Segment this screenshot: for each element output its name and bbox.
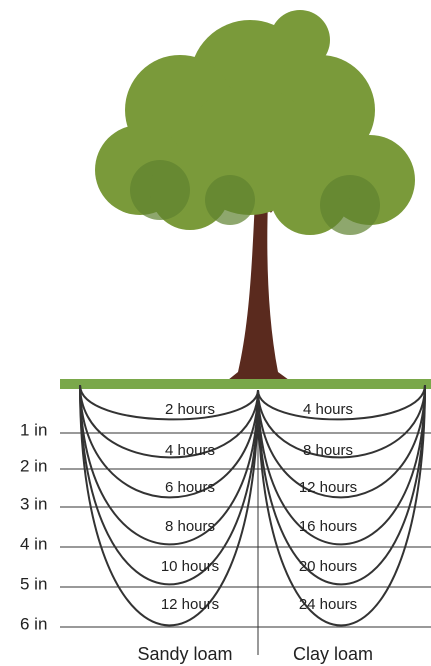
time-label: 12 hours — [299, 479, 357, 496]
soil-name: Clay loam — [293, 644, 373, 664]
time-label: 6 hours — [165, 479, 215, 496]
time-label: 20 hours — [299, 558, 357, 575]
time-label: 2 hours — [165, 401, 215, 418]
soil-name: Sandy loam — [137, 644, 232, 664]
depth-label: 3 in — [20, 494, 47, 513]
time-label: 10 hours — [161, 558, 219, 575]
labels: 1 in 2 in 3 in 4 in 5 in 6 in Sandy loam 2 hour… — [20, 401, 373, 664]
time-label: 12 hours — [161, 596, 219, 613]
depth-label: 1 in — [20, 420, 47, 439]
time-label: 4 hours — [303, 401, 353, 418]
tree — [95, 10, 415, 388]
depth-label: 5 in — [20, 574, 47, 593]
time-label: 16 hours — [299, 518, 357, 535]
depth-label: 6 in — [20, 614, 47, 633]
depth-lines — [60, 433, 431, 627]
ground — [60, 379, 431, 389]
time-label: 8 hours — [303, 442, 353, 459]
diagram: 1 in 2 in 3 in 4 in 5 in 6 in Sandy loam 2 hour… — [0, 0, 431, 666]
moisture-curves — [80, 385, 425, 625]
depth-label: 2 in — [20, 456, 47, 475]
time-label: 8 hours — [165, 518, 215, 535]
time-label: 4 hours — [165, 442, 215, 459]
time-label: 24 hours — [299, 596, 357, 613]
depth-label: 4 in — [20, 534, 47, 553]
